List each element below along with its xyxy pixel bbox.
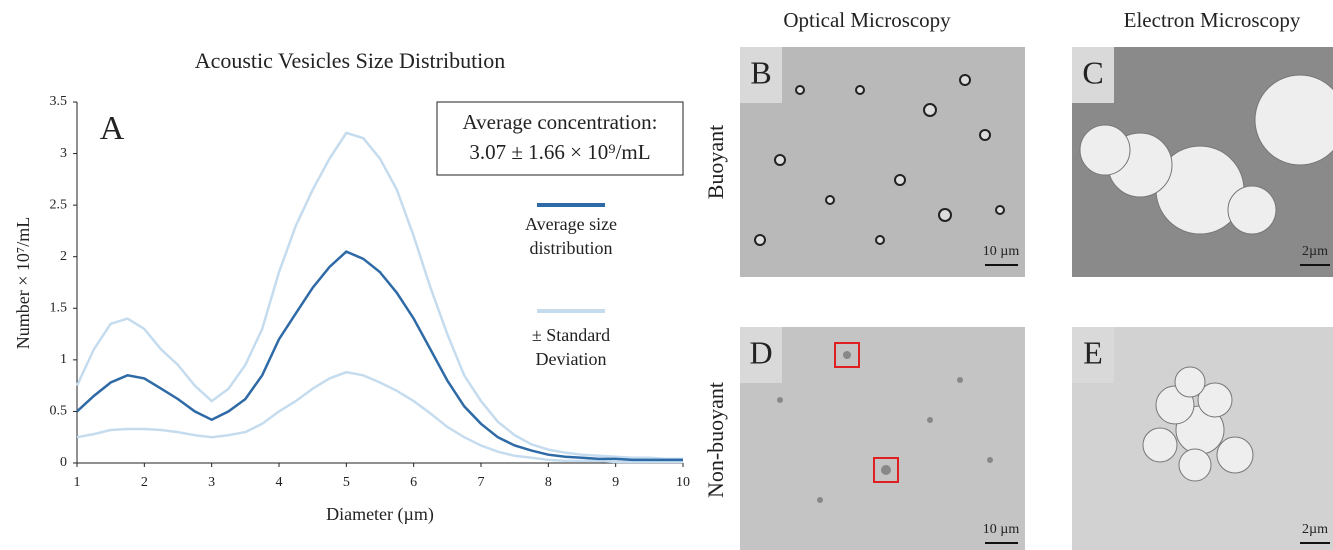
spheres [1079,74,1333,482]
annotation: Average concentration: [463,110,658,134]
annotation-box [436,101,684,176]
y-tick-label: 1.5 [50,301,68,316]
micrograph [740,327,1025,550]
x-tick-label: 1 [74,475,81,490]
x-tick-label: 8 [545,475,552,490]
x-tick-label: 5 [343,475,350,490]
x-tick-label: 6 [410,475,417,490]
x-tick-label: 9 [612,475,619,490]
scale-bar-label: 2µm [1302,244,1328,259]
x-tick-label: 4 [276,475,283,490]
highlight-box [834,342,860,368]
column-title: Optical Microscopy [783,8,951,32]
annotation: 3.07 ± 1.66 × 10⁹/mL [469,140,650,164]
x-tick-label: 3 [208,475,215,490]
series-line [76,370,683,464]
highlight-box [873,457,899,483]
y-tick-label: 2 [60,249,67,264]
scale-bar-label: 10 µm [983,244,1020,259]
scale-bar-label: 10 µm [983,522,1020,537]
legend-label: Average size distribution [524,214,618,258]
y-axis-label: Number × 10⁷/mL [13,217,33,349]
row-title: Non-buoyant [703,382,728,498]
column-title: Electron Microscopy [1124,8,1301,32]
series-line [76,250,683,462]
y-tick-label: 0.5 [50,404,68,419]
label-boxes [740,47,1114,383]
panel-label: B [750,54,771,90]
panel-label: E [1083,334,1103,370]
particles [777,351,993,503]
y-tick-label: 1 [60,352,67,367]
panel-label: C [1082,54,1103,90]
y-tick-label: 3 [60,146,67,161]
panel-label: D [749,334,772,370]
scale-bars [985,264,1330,544]
y-tick-label: 0 [60,455,67,470]
row-title: Buoyant [703,125,728,200]
x-tick-label: 10 [676,475,690,490]
scale-bar-label: 2µm [1302,522,1328,537]
x-tick-label: 2 [141,475,148,490]
y-tick-label: 2.5 [50,197,68,212]
x-axis-label: Diameter (µm) [326,504,434,525]
x-tick-label: 7 [478,475,485,490]
series-line [75,131,683,461]
vesicles [754,74,1005,246]
chart-title: Acoustic Vesicles Size Distribution [195,48,506,73]
legend-label: ± Standard Deviation [531,325,611,369]
panel-label: A [100,110,125,147]
y-tick-label: 3.5 [50,94,68,109]
